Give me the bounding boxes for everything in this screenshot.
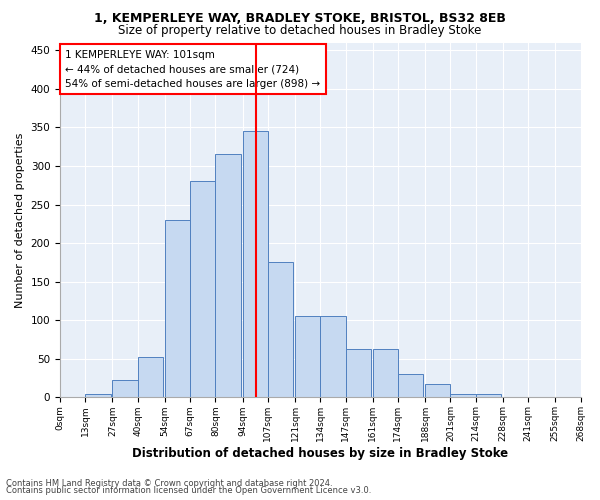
Bar: [451, 394, 476, 398]
Bar: [190, 182, 215, 398]
Bar: [242, 131, 268, 398]
Text: 1, KEMPERLEYE WAY, BRADLEY STOKE, BRISTOL, BS32 8EB: 1, KEMPERLEYE WAY, BRADLEY STOKE, BRISTO…: [94, 12, 506, 26]
Bar: [138, 356, 163, 398]
Bar: [85, 394, 110, 398]
Text: Size of property relative to detached houses in Bradley Stoke: Size of property relative to detached ho…: [118, 24, 482, 37]
Y-axis label: Number of detached properties: Number of detached properties: [15, 132, 25, 308]
Bar: [165, 220, 190, 398]
Bar: [425, 384, 451, 398]
X-axis label: Distribution of detached houses by size in Bradley Stoke: Distribution of detached houses by size …: [132, 447, 508, 460]
Bar: [215, 154, 241, 398]
Bar: [373, 349, 398, 398]
Bar: [398, 374, 423, 398]
Bar: [476, 394, 501, 398]
Bar: [295, 316, 320, 398]
Text: Contains HM Land Registry data © Crown copyright and database right 2024.: Contains HM Land Registry data © Crown c…: [6, 478, 332, 488]
Bar: [346, 349, 371, 398]
Text: 1 KEMPERLEYE WAY: 101sqm
← 44% of detached houses are smaller (724)
54% of semi-: 1 KEMPERLEYE WAY: 101sqm ← 44% of detach…: [65, 50, 320, 89]
Bar: [320, 316, 346, 398]
Bar: [268, 262, 293, 398]
Text: Contains public sector information licensed under the Open Government Licence v3: Contains public sector information licen…: [6, 486, 371, 495]
Bar: [112, 380, 138, 398]
